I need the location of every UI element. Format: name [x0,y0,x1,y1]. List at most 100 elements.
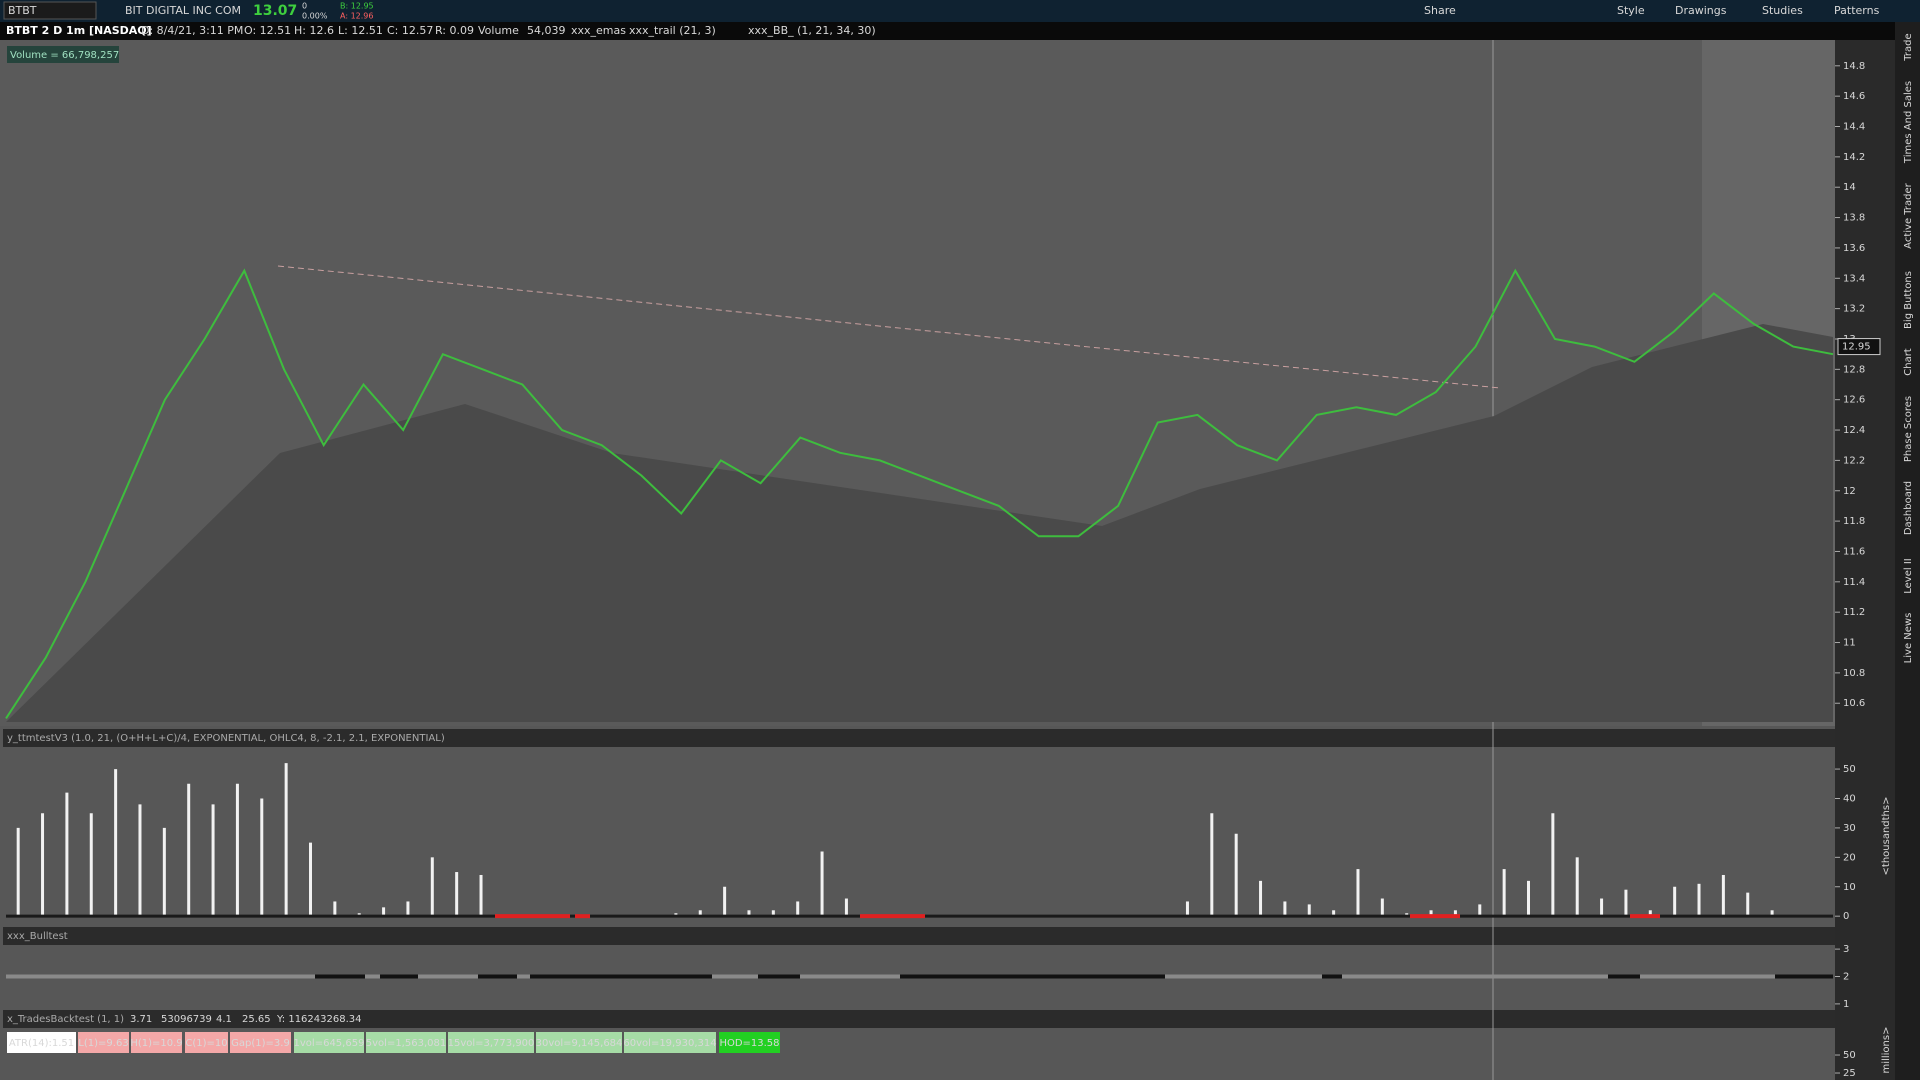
side-tab[interactable]: Level II [1903,558,1914,593]
backtest-header [3,1010,1835,1028]
stat-box [719,1032,780,1053]
symbol[interactable]: BTBT [8,4,37,17]
y-tick-label: 14.8 [1843,61,1865,72]
y-tick-label: 14.4 [1843,122,1865,133]
y-tick-label: 12 [1843,486,1856,497]
ttm-header [3,729,1835,747]
study: xxx_emas [571,24,626,37]
last-price: 13.07 [253,3,297,19]
toolbar [0,0,1920,22]
y-tick-label: 13.6 [1843,243,1865,254]
backtest-item: 25.65 [242,1014,271,1025]
toolbar-button[interactable]: Patterns [1834,4,1880,17]
y-tick-label: 1 [1843,999,1849,1010]
backtest-item: 53096739 [161,1014,212,1025]
y-tick-label: 11 [1843,638,1856,649]
y-tick-label: 25 [1843,1068,1856,1079]
stat-box [294,1032,364,1053]
ask: A: 12.96 [340,12,373,21]
volume-label: Volume [478,24,519,37]
side-tab[interactable]: Trade [1903,33,1914,61]
backtest-item: Y: 116243268.34 [276,1014,362,1025]
bid: B: 12.95 [340,2,374,11]
stat: HOD=13.58 [719,1038,779,1049]
info-item: R: 0.09 [435,24,474,37]
y-tick-label: 50 [1843,764,1856,775]
trend-line [277,265,1501,389]
stat: 5vol=1,563,081 [366,1038,446,1049]
side-tab[interactable]: Live News [1903,613,1914,664]
toolbar-button[interactable]: Drawings [1675,4,1727,17]
side-tab[interactable]: Phase Scores [1903,396,1914,462]
stat-box [230,1032,291,1053]
y-tick-label: 10.6 [1843,698,1865,709]
y-tick-label: 30 [1843,823,1856,834]
stat-box [448,1032,534,1053]
bull-title: xxx_Bulltest [7,931,68,942]
info-item: H: 12.6 [294,24,334,37]
toolbar-button[interactable]: Studies [1762,4,1803,17]
stat-box [131,1032,182,1053]
stat: C(1)=10 [185,1038,227,1049]
backtest-title: x_TradesBacktest (1, 1) [7,1014,124,1025]
y-tick-label: 3 [1843,944,1849,955]
side-tab[interactable]: Chart [1903,348,1914,376]
y-tick-label: 0 [1843,911,1849,922]
y-tick-label: 10 [1843,882,1856,893]
change: 0 [302,2,307,11]
info-bar [0,22,1920,40]
stat: Gap(1)=3.9 [231,1038,290,1049]
price-tag: 12.95 [1842,342,1871,353]
info-item: D: 8/4/21, 3:11 PM [141,24,243,37]
stat: 15vol=3,773,900 [448,1038,535,1049]
study: xxx_BB_ (1, 21, 34, 30) [748,24,876,37]
study: xxx_trail (21, 3) [629,24,716,37]
stat: L(1)=9.63 [78,1038,128,1049]
y-tick-label: 2 [1843,972,1849,983]
stat: 30vol=9,145,684 [536,1038,623,1049]
stat-box [624,1032,716,1053]
y-tick-label: 11.8 [1843,516,1865,527]
company: BIT DIGITAL INC COM [125,4,241,17]
price-axis [1835,40,1895,1080]
stat-box [7,1032,76,1053]
stat-box [185,1032,228,1053]
side-tab[interactable]: Big Buttons [1903,271,1914,329]
volume-value: 54,039 [527,24,566,37]
y-tick-label: 12.2 [1843,455,1865,466]
toolbar-button[interactable]: Share [1424,4,1456,17]
y-tick-label: 11.6 [1843,546,1865,557]
ttm-panel [0,726,1835,925]
stat: 1vol=645,659 [294,1038,365,1049]
price-line [5,268,1834,719]
y-tick-label: 10.8 [1843,668,1865,679]
y-tick-label: 11.2 [1843,607,1865,618]
side-tab[interactable]: Dashboard [1903,481,1914,535]
backtest-axis-label: millions> [1881,1027,1892,1074]
y-tick-label: 14.6 [1843,91,1865,102]
backtest-item: 4.1 [216,1014,232,1025]
change-pct: 0.00% [302,12,328,21]
toolbar-button[interactable]: Style [1617,4,1645,17]
volume-note: Volume = 66,798,257 [10,50,119,61]
y-tick-label: 13.8 [1843,213,1865,224]
side-tab[interactable]: Active Trader [1903,182,1914,248]
ttm-title: y_ttmtestV3 (1.0, 21, (O+H+L+C)/4, EXPON… [7,733,445,744]
chart-title: BTBT 2 D 1m [NASDAQ] [6,24,152,37]
volume-note-box [7,46,119,63]
y-tick-label: 11.4 [1843,577,1865,588]
stat-box [366,1032,446,1053]
stat: ATR(14):1.51 [9,1038,74,1049]
backtest-item: 3.71 [130,1014,152,1025]
y-tick-label: 14.2 [1843,152,1865,163]
info-item: O: 12.51 [244,24,291,37]
bull-header [3,927,1835,945]
y-tick-label: 13.2 [1843,304,1865,315]
y-tick-label: 13.4 [1843,273,1865,284]
info-item: C: 12.57 [387,24,433,37]
side-tab[interactable]: Times And Sales [1903,81,1914,164]
stat-box [78,1032,129,1053]
symbol-box[interactable] [3,1,97,20]
